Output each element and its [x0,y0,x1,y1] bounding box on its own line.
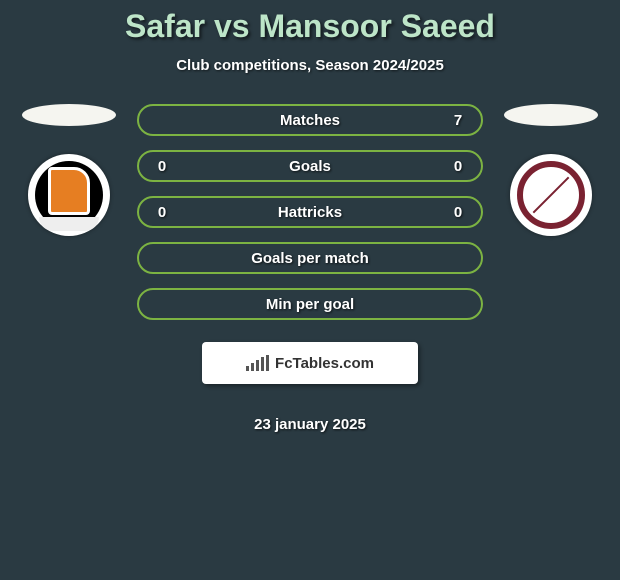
stat-left-value: 0 [153,158,171,175]
comparison-title: Safar vs Mansoor Saeed [0,8,620,45]
stat-row-min-per-goal: Min per goal [137,288,483,320]
stat-label: Min per goal [266,296,354,313]
ajman-logo-icon [35,161,103,229]
snapshot-date: 23 january 2025 [254,416,366,433]
stats-column: Matches 7 0 Goals 0 0 Hattricks 0 Goals … [137,104,483,433]
stat-label: Matches [280,112,340,129]
right-player-column [501,104,601,236]
stat-row-matches: Matches 7 [137,104,483,136]
stat-row-hattricks: 0 Hattricks 0 [137,196,483,228]
wahda-logo-icon [517,161,585,229]
right-player-placeholder [504,104,598,126]
brand-attribution: FcTables.com [202,342,418,384]
chart-icon [246,355,269,371]
stat-row-goals: 0 Goals 0 [137,150,483,182]
left-player-column [19,104,119,236]
stat-right-value: 0 [449,158,467,175]
brand-text: FcTables.com [275,355,374,372]
right-club-logo [510,154,592,236]
stat-label: Goals [289,158,331,175]
stat-label: Hattricks [278,204,342,221]
stat-row-goals-per-match: Goals per match [137,242,483,274]
left-club-logo [28,154,110,236]
stat-label: Goals per match [251,250,369,267]
stat-left-value: 0 [153,204,171,221]
season-subtitle: Club competitions, Season 2024/2025 [0,57,620,74]
stat-right-value: 0 [449,204,467,221]
stat-right-value: 7 [449,112,467,129]
left-player-placeholder [22,104,116,126]
comparison-row: Matches 7 0 Goals 0 0 Hattricks 0 Goals … [0,104,620,433]
